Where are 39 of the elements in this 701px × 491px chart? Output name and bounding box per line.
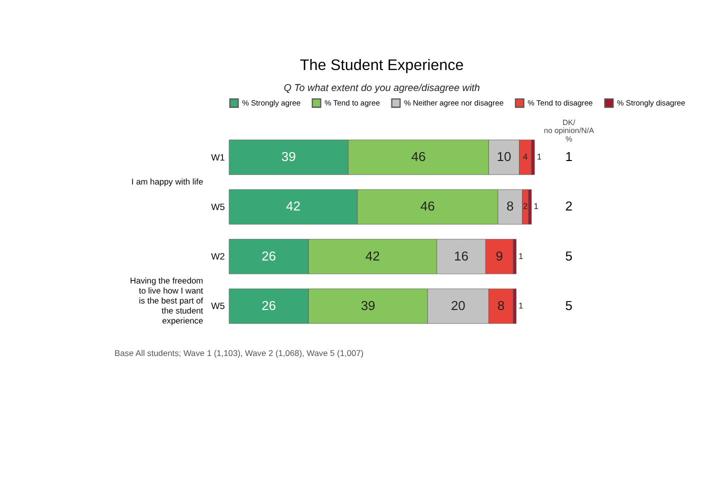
data-label: 1 <box>518 250 524 261</box>
y-tick-label: W5 <box>211 301 225 312</box>
data-label: 39 <box>281 149 296 164</box>
data-label: 26 <box>262 248 276 264</box>
legend-label: % Neither agree nor disagree <box>404 98 504 108</box>
data-label: 16 <box>454 248 468 264</box>
text: 5 <box>565 248 573 264</box>
data-label: 4 <box>523 152 528 162</box>
data-label: 9 <box>496 248 504 264</box>
text: 1 <box>565 149 573 164</box>
text: DK/no opinion/N/A % <box>544 118 595 144</box>
data-label: 42 <box>286 198 300 214</box>
data-label: 8 <box>506 198 514 214</box>
data-label: 2 <box>523 201 528 212</box>
data-label: 26 <box>262 298 276 314</box>
chart-title: The Student Experience <box>300 56 464 74</box>
data-label: 20 <box>450 298 466 314</box>
text: Base All students; Wave 1 (1,103), Wave 2 (1,068), Wave 5 (1,007) <box>114 348 364 358</box>
legend-label: % Strongly agree <box>242 98 301 108</box>
text: 5 <box>565 298 573 314</box>
data-label: 42 <box>365 248 380 264</box>
data-label: 1 <box>518 300 524 310</box>
data-label: 10 <box>496 149 512 164</box>
legend-label: % Tend to agree <box>324 98 380 108</box>
legend-label: % Strongly disagree <box>617 98 686 108</box>
data-label: 46 <box>420 198 435 214</box>
data-label: 39 <box>360 298 376 314</box>
y-tick-label: W2 <box>211 252 225 262</box>
data-label: 1 <box>534 201 539 212</box>
text: I am happy with life <box>131 176 204 186</box>
data-label: 8 <box>497 298 505 314</box>
legend-label: % Tend to disagree <box>528 98 593 108</box>
text: 2 <box>565 198 573 214</box>
data-label: 1 <box>536 152 542 162</box>
y-tick-label: W5 <box>211 202 225 212</box>
text: Having the freedom to live how I want is the best part of the student experience <box>130 276 204 326</box>
chart-subtitle: Q To what extent do you agree/disagree with <box>284 83 480 94</box>
data-label: 46 <box>411 149 426 164</box>
y-tick-label: W1 <box>211 152 225 162</box>
